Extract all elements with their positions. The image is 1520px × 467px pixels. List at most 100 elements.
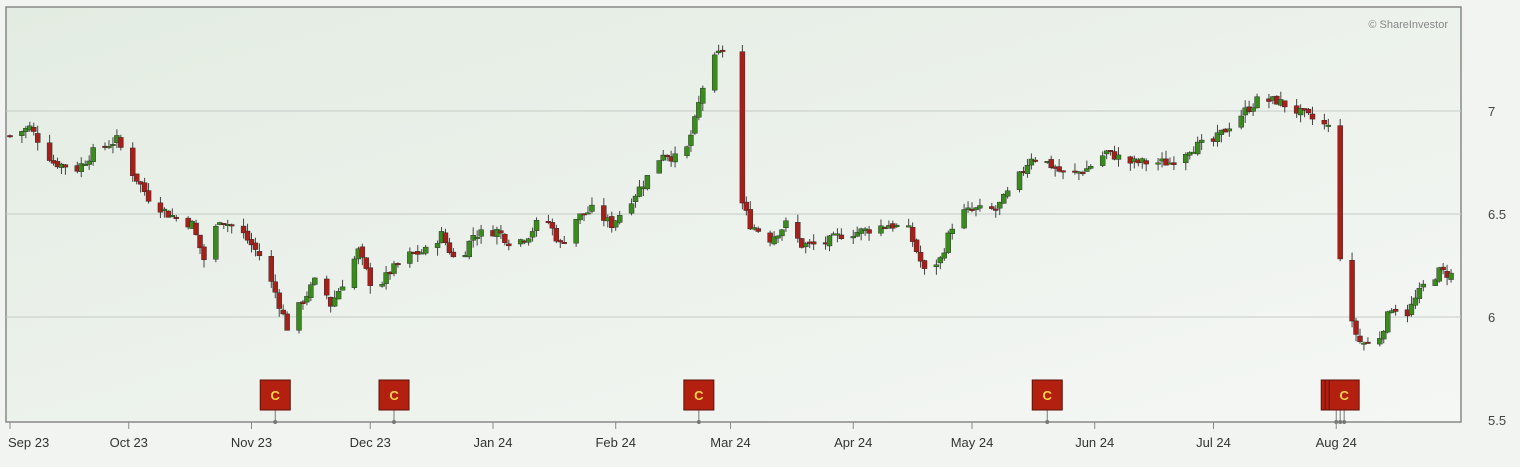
candle-down (1349, 259, 1355, 322)
candle-up (106, 146, 112, 149)
candle-down (810, 241, 817, 245)
candle-down (799, 238, 805, 248)
marker-box (259, 379, 291, 411)
candle-down (989, 206, 995, 209)
candle-up (1155, 162, 1161, 165)
candle-down (747, 209, 754, 230)
candle-up (905, 225, 912, 228)
candle-down (276, 292, 282, 309)
candle-up (474, 237, 480, 240)
candle-up (1325, 124, 1332, 127)
candle-up (1084, 168, 1090, 172)
candle-up (110, 144, 116, 146)
candle-up (1250, 107, 1256, 112)
candle-down (1171, 162, 1177, 165)
candle-down (506, 243, 512, 247)
candle-up (779, 229, 785, 237)
candle-down (795, 222, 801, 239)
copyright-label: © ShareInvestor (1368, 19, 1448, 31)
event-marker-c[interactable]: C (683, 379, 715, 424)
candle-down (442, 232, 449, 243)
candle-down (1032, 159, 1039, 162)
candle-up (90, 147, 96, 162)
candle-up (1238, 115, 1244, 128)
candle-down (1357, 335, 1363, 342)
event-markers[interactable]: CCCCCCC (259, 379, 1360, 424)
event-marker-c[interactable]: C (378, 379, 410, 424)
candle-down (557, 240, 563, 243)
candle-up (1187, 152, 1193, 156)
candle-down (450, 251, 457, 258)
candle-up (296, 302, 302, 331)
candle-up (78, 163, 84, 172)
candle-down (248, 239, 255, 246)
candle-up (82, 163, 88, 166)
candle-up (379, 284, 385, 287)
candle-up (1214, 132, 1221, 143)
candle-down (838, 234, 845, 239)
marker-label: C (389, 388, 399, 403)
candle-up (850, 236, 856, 239)
marker-dot (392, 420, 397, 424)
candle-up (169, 215, 176, 218)
y-axis: 7 6.5 6 5.5 (1488, 104, 1506, 428)
candle-down (157, 202, 164, 213)
candle-down (1305, 108, 1312, 114)
candle-down (395, 263, 401, 266)
candle-down (31, 127, 37, 132)
candle-down (324, 278, 330, 296)
candle-up (1099, 155, 1106, 166)
x-tick-label: Sep 23 (8, 435, 49, 450)
marker-dot (1338, 420, 1343, 424)
candle-down (545, 221, 552, 224)
candle-down (1056, 166, 1062, 172)
candle-up (339, 286, 346, 291)
x-tick-label: May 24 (951, 435, 994, 450)
x-tick-label: Jul 24 (1196, 435, 1231, 450)
candle-up (771, 236, 777, 245)
candle-up (577, 213, 583, 221)
candle-up (1420, 283, 1427, 288)
candle-down (141, 182, 148, 192)
candle-down (62, 164, 69, 168)
marker-box (1031, 379, 1063, 411)
candle-down (913, 239, 920, 253)
marker-label: C (1043, 388, 1053, 403)
candle-up (613, 220, 619, 228)
candle-up (1384, 311, 1391, 333)
y-tick-label: 6.5 (1488, 207, 1506, 222)
candle-down (1365, 341, 1371, 344)
candle-down (280, 309, 286, 315)
candle-up (86, 160, 92, 165)
candle-down (719, 49, 726, 52)
candle-up (1226, 128, 1233, 132)
candle-up (672, 153, 678, 163)
candle-down (244, 230, 251, 241)
candle-down (755, 228, 761, 232)
candle-up (715, 50, 722, 54)
event-marker-c[interactable]: C (1031, 379, 1063, 424)
y-tick-label: 6 (1488, 310, 1495, 325)
marker-dot (696, 420, 701, 424)
candle-up (997, 201, 1003, 209)
marker-dot (273, 420, 278, 424)
candle-up (529, 231, 536, 238)
candle-down (130, 147, 136, 176)
candle-down (739, 51, 746, 204)
candle-up (1416, 287, 1423, 299)
candle-up (977, 205, 983, 209)
candle-down (268, 256, 274, 282)
candle-down (197, 234, 203, 249)
candle-up (894, 224, 900, 228)
candle-up (973, 207, 979, 211)
candle-down (133, 173, 140, 182)
event-marker-c[interactable]: C (1328, 379, 1360, 424)
candle-up (1254, 96, 1260, 109)
candle-up (1024, 165, 1031, 174)
candle-down (1143, 160, 1149, 165)
candle-up (803, 243, 809, 248)
event-marker-c[interactable]: C (259, 379, 291, 424)
candle-up (585, 212, 591, 215)
candle-down (240, 225, 247, 234)
